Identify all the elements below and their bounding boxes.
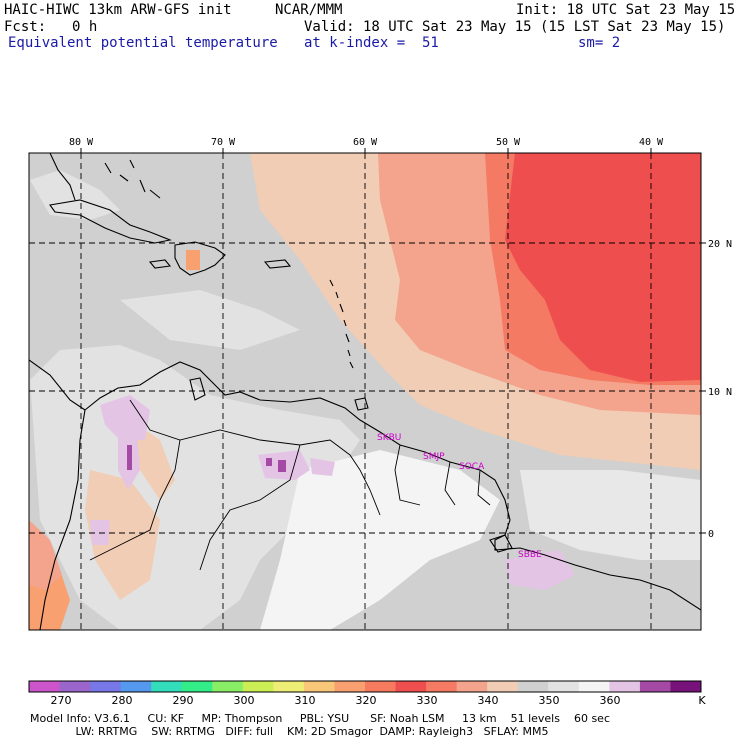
colorbar-swatch [181, 681, 213, 692]
colorbar-label-300: 300 [234, 694, 255, 707]
colorbar-swatch [273, 681, 305, 692]
colorbar-label-340: 340 [478, 694, 499, 707]
fcst-label: Fcst: [4, 19, 47, 35]
lon-label-40w: 40 W [639, 137, 664, 148]
colorbar-label-350: 350 [539, 694, 560, 707]
station-sbbe: SBBE [518, 550, 542, 560]
station-smjp: SMJP [423, 452, 445, 462]
colorbar-label-290: 290 [173, 694, 194, 707]
colorbar-label-280: 280 [112, 694, 133, 707]
fcst-value: 0 h [72, 19, 98, 35]
smoothing-info: sm= 2 [578, 35, 621, 51]
level-info: at k-index = 51 [304, 35, 439, 51]
theta-e-field [29, 153, 701, 630]
lat-label-20n: 20 N [708, 239, 732, 250]
colorbar-swatch [395, 681, 427, 692]
colorbar-swatch [548, 681, 580, 692]
colorbar-swatch [639, 681, 671, 692]
colorbar-label-320: 320 [356, 694, 377, 707]
colorbar-frame [28, 680, 702, 693]
coastlines [29, 153, 701, 630]
colorbar-swatch [609, 681, 641, 692]
lon-label-70w: 70 W [211, 137, 236, 148]
colorbar-swatch [365, 681, 397, 692]
colorbar-swatch [242, 681, 274, 692]
colorbar-swatch [426, 681, 458, 692]
lon-label-50w: 50 W [496, 137, 521, 148]
valid-time: Valid: 18 UTC Sat 23 May 15 (15 LST Sat … [304, 19, 726, 35]
colorbar-label-270: 270 [51, 694, 72, 707]
colorbar-swatch [212, 681, 244, 692]
colorbar-swatch [303, 681, 335, 692]
model-info-line2: LW: RRTMG SW: RRTMG DIFF: full KM: 2D Sm… [30, 725, 549, 738]
model-title: HAIC-HIWC 13km ARW-GFS init [4, 2, 232, 18]
lon-label-80w: 80 W [69, 137, 94, 148]
colorbar-swatch [456, 681, 488, 692]
model-info-line1: Model Info: V3.6.1 CU: KF MP: Thompson P… [30, 712, 610, 725]
colorbar-swatch [59, 681, 91, 692]
station-skbu: SKBU [377, 433, 401, 443]
colorbar-swatch [487, 681, 519, 692]
colorbar [29, 681, 702, 692]
lat-label-0: 0 [708, 529, 714, 540]
lat-lon-grid [29, 153, 701, 630]
field-name: Equivalent potential temperature [8, 35, 278, 51]
lat-label-10n: 10 N [708, 387, 732, 398]
station-soca: SOCA [459, 462, 485, 472]
colorbar-swatch [670, 681, 702, 692]
colorbar-label-310: 310 [295, 694, 316, 707]
center-label: NCAR/MMM [275, 2, 343, 18]
lon-label-60w: 60 W [353, 137, 378, 148]
colorbar-swatch [29, 681, 61, 692]
colorbar-swatch [334, 681, 366, 692]
init-time: Init: 18 UTC Sat 23 May 15 [516, 2, 736, 18]
colorbar-unit: K [698, 694, 706, 707]
colorbar-label-360: 360 [600, 694, 621, 707]
colorbar-swatch [517, 681, 549, 692]
colorbar-swatch [90, 681, 122, 692]
colorbar-swatch [151, 681, 183, 692]
colorbar-swatch [120, 681, 152, 692]
colorbar-swatch [578, 681, 610, 692]
colorbar-label-330: 330 [417, 694, 438, 707]
